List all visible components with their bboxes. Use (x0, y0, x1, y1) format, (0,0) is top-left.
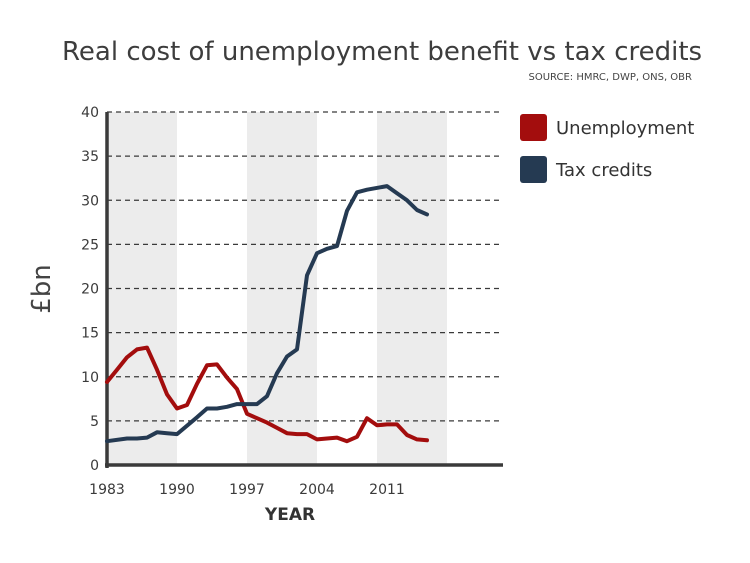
y-tick-5: 5 (90, 414, 99, 430)
axes (105, 112, 503, 468)
legend-label-tax-credits: Tax credits (555, 160, 652, 181)
legend-swatch-tax-credits (520, 156, 547, 183)
series-line-tax-credits (105, 184, 429, 444)
series-line-unemployment (105, 345, 429, 444)
y-tick-10: 10 (81, 370, 99, 386)
y-tick-40: 40 (81, 105, 99, 121)
legend: Unemployment Tax credits (520, 114, 694, 183)
x-tick-2004: 2004 (299, 482, 335, 498)
legend-label-unemployment: Unemployment (556, 118, 694, 139)
x-tick-labels: 1983 1990 1997 2004 2011 (89, 482, 405, 498)
y-tick-labels: 0 5 10 15 20 25 30 35 40 (81, 105, 99, 474)
y-tick-30: 30 (81, 193, 99, 209)
y-tick-25: 25 (81, 237, 99, 253)
x-tick-1990: 1990 (159, 482, 195, 498)
y-axis-label: £bn (27, 264, 57, 314)
chart-title: Real cost of unemployment benefit vs tax… (62, 37, 702, 67)
y-tick-0: 0 (90, 458, 99, 474)
legend-swatch-unemployment (520, 114, 547, 141)
x-tick-2011: 2011 (369, 482, 405, 498)
series-lines (105, 184, 429, 444)
x-axis-label: YEAR (264, 505, 315, 525)
x-tick-1983: 1983 (89, 482, 125, 498)
y-tick-15: 15 (81, 326, 99, 342)
chart-source: SOURCE: HMRC, DWP, ONS, OBR (529, 72, 693, 83)
y-tick-20: 20 (81, 282, 99, 298)
y-tick-35: 35 (81, 149, 99, 165)
x-tick-1997: 1997 (229, 482, 265, 498)
gridlines (107, 111, 503, 422)
